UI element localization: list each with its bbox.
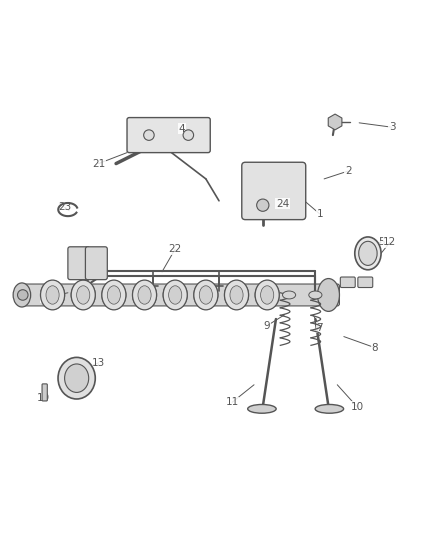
Text: 21: 21 [92, 159, 105, 168]
Ellipse shape [194, 280, 218, 310]
Text: 3: 3 [389, 122, 396, 132]
Ellipse shape [225, 280, 249, 310]
Text: 12: 12 [383, 237, 396, 247]
Text: 1: 1 [316, 209, 323, 219]
Text: 22: 22 [169, 244, 182, 254]
Ellipse shape [163, 281, 187, 309]
Ellipse shape [199, 286, 212, 304]
Ellipse shape [315, 405, 343, 413]
FancyBboxPatch shape [42, 384, 47, 401]
Ellipse shape [138, 286, 151, 304]
Ellipse shape [355, 237, 381, 270]
Ellipse shape [230, 286, 243, 304]
Ellipse shape [58, 358, 95, 399]
Ellipse shape [77, 286, 90, 304]
FancyBboxPatch shape [127, 118, 210, 152]
Text: 2: 2 [345, 166, 352, 176]
Ellipse shape [46, 286, 59, 304]
Ellipse shape [102, 280, 126, 310]
Text: 10: 10 [350, 402, 364, 411]
Circle shape [18, 290, 28, 300]
Ellipse shape [359, 241, 377, 265]
FancyBboxPatch shape [358, 277, 373, 287]
Ellipse shape [163, 280, 187, 310]
Ellipse shape [40, 281, 64, 309]
Ellipse shape [283, 291, 296, 299]
Text: 7: 7 [316, 323, 323, 333]
Circle shape [257, 199, 269, 211]
Circle shape [144, 130, 154, 140]
Text: 18: 18 [83, 262, 96, 271]
Text: 20: 20 [40, 292, 53, 302]
Ellipse shape [261, 286, 274, 304]
FancyBboxPatch shape [242, 162, 306, 220]
FancyBboxPatch shape [340, 277, 355, 287]
Ellipse shape [132, 280, 157, 310]
Ellipse shape [255, 280, 279, 310]
Text: 4: 4 [178, 124, 185, 134]
Text: 5: 5 [378, 237, 385, 247]
FancyBboxPatch shape [85, 247, 107, 280]
FancyBboxPatch shape [20, 284, 339, 306]
Ellipse shape [107, 286, 120, 304]
Ellipse shape [132, 281, 157, 309]
Ellipse shape [225, 281, 249, 309]
Circle shape [183, 130, 194, 140]
Ellipse shape [309, 291, 322, 299]
Ellipse shape [64, 364, 88, 392]
Ellipse shape [194, 281, 218, 309]
Ellipse shape [102, 281, 126, 309]
Text: 8: 8 [371, 343, 378, 352]
Ellipse shape [318, 279, 339, 311]
Ellipse shape [71, 281, 95, 309]
Ellipse shape [169, 286, 182, 304]
Text: 24: 24 [276, 199, 289, 209]
Ellipse shape [13, 283, 31, 307]
Text: 11: 11 [226, 397, 239, 407]
Text: 23: 23 [58, 203, 71, 212]
Ellipse shape [247, 405, 276, 413]
Text: 6: 6 [332, 290, 339, 300]
Text: 9: 9 [264, 321, 271, 330]
FancyBboxPatch shape [68, 247, 90, 280]
Ellipse shape [40, 280, 64, 310]
Ellipse shape [255, 281, 279, 309]
Text: 19: 19 [37, 393, 50, 403]
Text: 13: 13 [92, 358, 105, 368]
Ellipse shape [71, 280, 95, 310]
